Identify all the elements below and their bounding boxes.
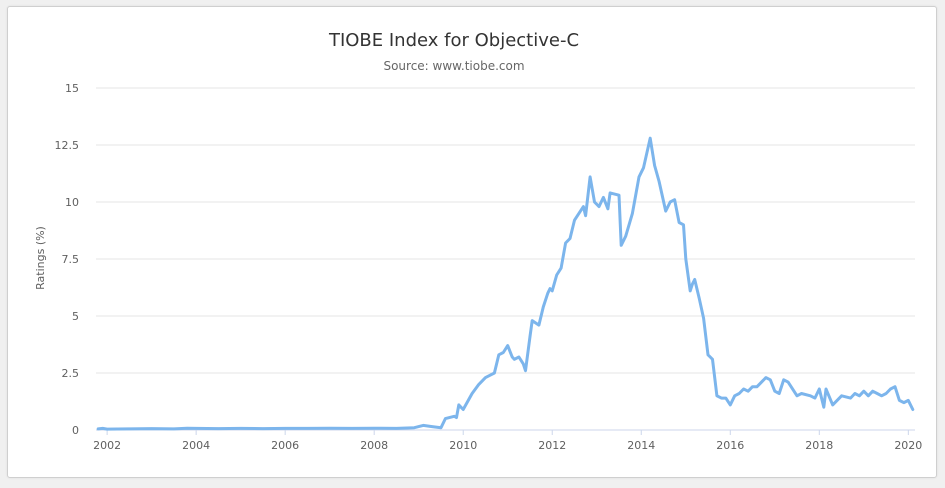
y-tick-label: 12.5: [55, 139, 80, 152]
series-line: [96, 136, 915, 431]
x-tick-label: 2008: [360, 439, 388, 452]
x-tick-label: 2014: [627, 439, 655, 452]
y-tick-label: 7.5: [62, 253, 80, 266]
x-axis-ticks: 2002 2004 2006 2008 2010 2012 2014 2016 2018 2020: [93, 430, 922, 452]
y-axis-title: Ratings (%): [34, 226, 47, 290]
x-tick-label: 2002: [93, 439, 121, 452]
chart-title: TIOBE Index for Objective-C: [328, 30, 579, 51]
y-tick-label: 0: [72, 424, 79, 437]
grid-lines: [96, 87, 915, 431]
y-tick-label: 5: [72, 310, 79, 323]
y-axis-ticks: 0 2.5 5 7.5 10 12.5 15: [55, 82, 80, 437]
x-tick-label: 2016: [716, 439, 744, 452]
y-tick-label: 2.5: [62, 367, 80, 380]
x-tick-label: 2006: [271, 439, 299, 452]
x-tick-label: 2020: [894, 439, 922, 452]
x-tick-label: 2012: [538, 439, 566, 452]
x-tick-label: 2004: [182, 439, 210, 452]
x-tick-label: 2018: [805, 439, 833, 452]
y-tick-label: 15: [65, 82, 79, 95]
x-tick-label: 2010: [449, 439, 477, 452]
series-layer: [96, 136, 915, 431]
chart-subtitle: Source: www.tiobe.com: [383, 59, 524, 73]
y-tick-label: 10: [65, 196, 79, 209]
chart-frame: [7, 6, 937, 478]
